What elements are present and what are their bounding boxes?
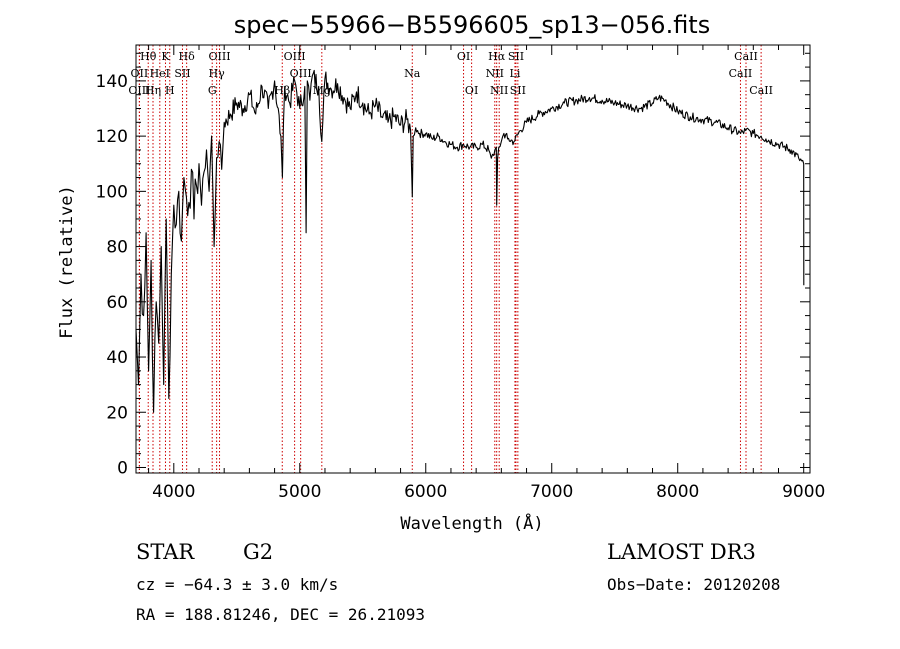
object-subclass: G2 (243, 540, 273, 564)
redshift-text: cz = −64.3 ± 3.0 km/s (136, 575, 338, 594)
spectral-line-label: Hθ (140, 50, 157, 63)
spectral-line-label: Na (404, 67, 421, 80)
spectral-line-label: SII (510, 84, 526, 97)
x-tick-label: 9000 (782, 482, 825, 502)
chart-title: spec−55966−B5596605_sp13−056.fits (234, 11, 710, 39)
x-axis-label: Wavelength (Å) (400, 512, 543, 534)
x-tick-label: 6000 (404, 482, 447, 502)
spectrum-series (135, 69, 805, 413)
spectral-line-label: CaII (734, 50, 758, 63)
x-axis: 4000 5000 6000 7000 8000 9000 (148, 45, 825, 502)
spectral-line-label: Mg (313, 84, 331, 97)
survey-name: LAMOST DR3 (607, 540, 756, 564)
spectral-line-label: SII (174, 67, 190, 80)
spectral-line-label: OIII (284, 50, 306, 63)
spectral-line-label: Hη (145, 84, 161, 97)
spectral-line-label: CaII (749, 84, 773, 97)
y-tick-label: 20 (106, 403, 128, 423)
spectral-line-label: OIII (208, 50, 230, 63)
spectral-line-label: NII (490, 84, 508, 97)
spectral-line-label: SII (508, 50, 524, 63)
y-tick-label: 0 (117, 458, 128, 478)
spectral-line-label: OIII (290, 67, 312, 80)
spectral-line-label: OII (131, 67, 149, 80)
spectrum-line (135, 69, 805, 413)
object-class: STAR (136, 540, 195, 564)
spectral-line-label: Hγ (209, 67, 226, 80)
spectral-line-label: OI (465, 84, 478, 97)
y-tick-label: 80 (106, 238, 128, 258)
y-tick-label: 140 (96, 72, 128, 92)
spectral-line-label: CaII (729, 67, 753, 80)
spectral-line-label: Hβ (274, 84, 290, 97)
coordinates-text: RA = 188.81246, DEC = 26.21093 (136, 605, 425, 624)
spectral-line-label: K (161, 50, 170, 63)
x-tick-label: 8000 (656, 482, 699, 502)
spectral-line-label: OI (457, 50, 470, 63)
x-tick-label: 4000 (152, 482, 195, 502)
spectral-line-label: OIII (128, 84, 150, 97)
x-tick-label: 7000 (530, 482, 573, 502)
spectral-line-label: H (165, 84, 175, 97)
y-tick-label: 120 (96, 127, 128, 147)
plot-frame (135, 44, 811, 474)
spectral-line-label: Li (510, 67, 521, 80)
spectral-line-label: G (208, 84, 217, 97)
y-tick-label: 40 (106, 348, 128, 368)
spectral-line-label: HeI (150, 67, 170, 80)
y-tick-label: 60 (106, 293, 128, 313)
spectral-line-markers (138, 45, 762, 473)
obs-date-text: Obs−Date: 20120208 (607, 575, 780, 594)
y-tick-label: 100 (96, 182, 128, 202)
spectral-line-label: NII (486, 67, 504, 80)
x-tick-label: 5000 (278, 482, 321, 502)
y-axis: 0 20 40 60 80 100 120 140 (96, 52, 810, 478)
spectral-line-label: Hα (488, 50, 506, 63)
spectral-line-label: Hδ (179, 50, 196, 63)
y-axis-label: Flux (relative) (57, 185, 77, 339)
